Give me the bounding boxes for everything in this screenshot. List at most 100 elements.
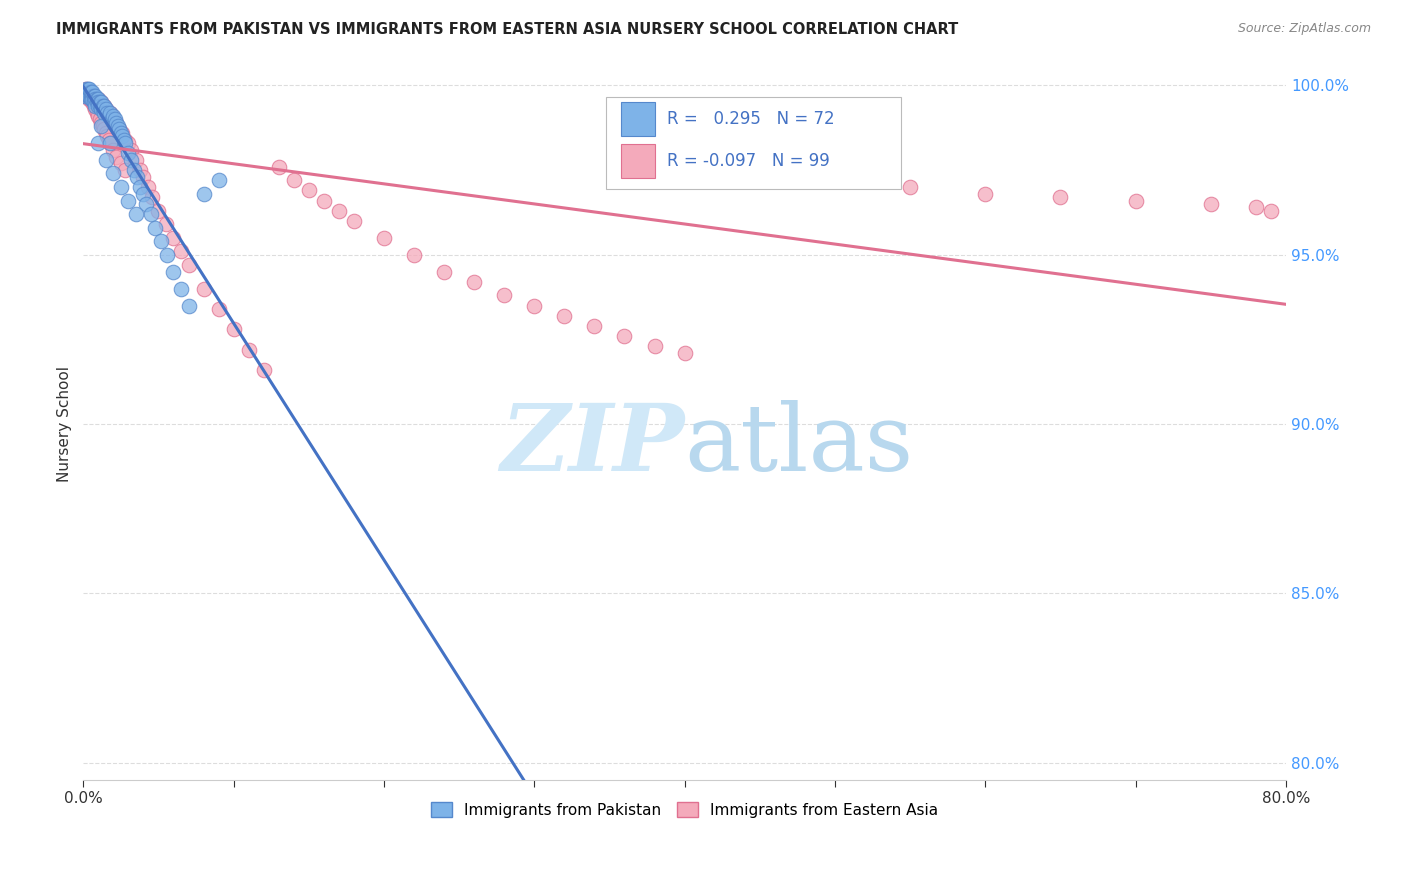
Point xyxy=(82,92,104,106)
Point xyxy=(97,109,120,123)
Point xyxy=(76,88,98,103)
Point xyxy=(105,150,128,164)
Point xyxy=(105,116,128,130)
Point xyxy=(120,153,142,167)
Point xyxy=(298,183,321,197)
Point xyxy=(111,126,134,140)
Point xyxy=(83,99,105,113)
Text: R = -0.097   N = 99: R = -0.097 N = 99 xyxy=(666,153,830,170)
Point xyxy=(110,180,132,194)
Point xyxy=(80,88,103,103)
Point xyxy=(94,102,117,116)
Point xyxy=(87,109,110,123)
Point xyxy=(117,194,139,208)
Point xyxy=(177,299,200,313)
Point xyxy=(117,136,139,150)
Point xyxy=(73,85,96,99)
Point xyxy=(170,282,193,296)
Point xyxy=(97,109,120,123)
Point xyxy=(108,122,131,136)
Point xyxy=(82,92,104,106)
Point xyxy=(86,105,108,120)
Point xyxy=(84,95,107,110)
Point xyxy=(89,112,111,127)
Point xyxy=(96,105,118,120)
Point xyxy=(125,207,148,221)
Point xyxy=(93,99,115,113)
Point xyxy=(75,85,97,99)
Point xyxy=(84,102,107,116)
Point xyxy=(80,85,103,99)
Point xyxy=(1049,190,1071,204)
Point xyxy=(87,92,110,106)
FancyBboxPatch shape xyxy=(621,145,655,178)
Point xyxy=(98,105,121,120)
Point xyxy=(494,288,516,302)
Point xyxy=(83,92,105,106)
Point xyxy=(90,102,112,116)
Point xyxy=(90,95,112,110)
Point xyxy=(103,143,125,157)
Point xyxy=(120,143,142,157)
Text: ZIP: ZIP xyxy=(501,401,685,491)
Point xyxy=(93,105,115,120)
Point xyxy=(253,363,276,377)
FancyBboxPatch shape xyxy=(621,102,655,136)
Text: IMMIGRANTS FROM PAKISTAN VS IMMIGRANTS FROM EASTERN ASIA NURSERY SCHOOL CORRELAT: IMMIGRANTS FROM PAKISTAN VS IMMIGRANTS F… xyxy=(56,22,959,37)
Point xyxy=(91,119,114,133)
Point xyxy=(96,105,118,120)
Point xyxy=(328,203,350,218)
Point xyxy=(1260,203,1282,218)
Point xyxy=(283,173,305,187)
Point xyxy=(87,95,110,110)
Point xyxy=(84,92,107,106)
Point xyxy=(136,180,159,194)
Legend: Immigrants from Pakistan, Immigrants from Eastern Asia: Immigrants from Pakistan, Immigrants fro… xyxy=(423,795,946,825)
Point xyxy=(312,194,335,208)
Point xyxy=(974,186,997,201)
Point xyxy=(156,248,179,262)
Point xyxy=(238,343,260,357)
Point xyxy=(104,112,127,127)
Point xyxy=(101,112,124,127)
Point xyxy=(135,197,157,211)
Point xyxy=(433,265,456,279)
Point xyxy=(613,329,636,343)
Point xyxy=(82,88,104,103)
Point xyxy=(108,122,131,136)
Point xyxy=(76,82,98,96)
Y-axis label: Nursery School: Nursery School xyxy=(58,366,72,482)
Point xyxy=(132,169,155,184)
Point xyxy=(583,318,606,333)
Point xyxy=(83,95,105,110)
Point xyxy=(94,126,117,140)
Point xyxy=(94,102,117,116)
Point xyxy=(90,102,112,116)
Point xyxy=(75,82,97,96)
Point xyxy=(86,95,108,110)
Point xyxy=(222,322,245,336)
Point xyxy=(79,85,101,99)
Point xyxy=(673,346,696,360)
FancyBboxPatch shape xyxy=(606,97,901,189)
Point xyxy=(93,99,115,113)
Point xyxy=(103,109,125,123)
Point xyxy=(898,180,921,194)
Text: R =   0.295   N = 72: R = 0.295 N = 72 xyxy=(666,110,834,128)
Point xyxy=(82,88,104,103)
Point xyxy=(86,95,108,110)
Point xyxy=(343,214,366,228)
Point xyxy=(1125,194,1147,208)
Point xyxy=(105,116,128,130)
Point xyxy=(79,88,101,103)
Point xyxy=(103,112,125,127)
Point xyxy=(87,99,110,113)
Point xyxy=(83,92,105,106)
Point xyxy=(193,186,215,201)
Point xyxy=(98,136,121,150)
Point xyxy=(107,119,129,133)
Point xyxy=(84,88,107,103)
Point xyxy=(82,85,104,99)
Point xyxy=(76,88,98,103)
Point xyxy=(553,309,575,323)
